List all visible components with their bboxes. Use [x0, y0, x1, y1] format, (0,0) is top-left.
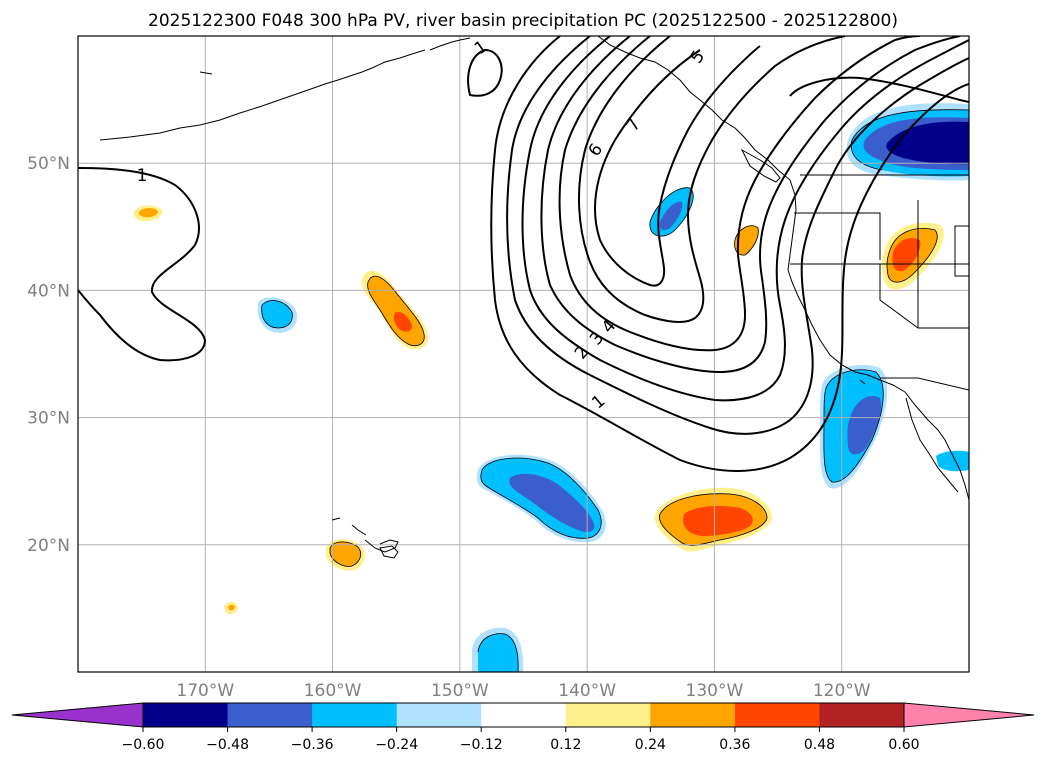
anomaly-gulf — [936, 450, 969, 472]
pv-contour-ne — [789, 76, 969, 103]
border-wa-or — [794, 212, 881, 260]
gridlines — [78, 36, 969, 672]
colorbar-tick-label: 0.12 — [550, 737, 581, 753]
y-tick-label: 30°N — [27, 409, 70, 429]
colorbar-tick-label: 0.60 — [888, 737, 919, 753]
y-axis-tick-labels: 20°N 30°N 40°N 50°N — [27, 154, 70, 556]
anomaly-165w-core — [261, 300, 293, 328]
plot-area: 1 1 1 2 3 4 5 6 7 — [77, 35, 970, 673]
colorbar-tick-label: −0.48 — [206, 737, 249, 753]
alaska-peninsula — [429, 37, 471, 51]
baja-peninsula — [904, 391, 969, 501]
pv-contours — [78, 36, 969, 472]
border-east — [954, 225, 969, 277]
colorbar-segment — [143, 703, 229, 727]
x-tick-label: 130°W — [686, 681, 744, 701]
chart-title: 2025122300 F048 300 hPa PV, river basin … — [148, 11, 898, 31]
anomaly-143w-core — [509, 473, 595, 532]
colorbar-tick-label: 0.48 — [804, 737, 835, 753]
pv-contour-6 — [578, 36, 846, 323]
colorbar — [11, 702, 1035, 728]
colorbar-segment — [734, 703, 820, 727]
vancouver-island — [740, 148, 781, 183]
anomaly-154w-core — [393, 311, 412, 332]
colorbar-tick-label: −0.36 — [291, 737, 334, 753]
pv-contour-7 — [594, 45, 761, 287]
x-tick-label: 120°W — [813, 681, 871, 701]
colorbar-segment — [396, 703, 482, 727]
plot-frame — [77, 35, 970, 673]
colorbar-segment — [819, 703, 905, 727]
anomaly-socal-core — [847, 396, 882, 455]
x-axis-tick-labels: 170°W 160°W 150°W 140°W 130°W 120°W — [176, 681, 870, 701]
colorbar-segment — [227, 703, 313, 727]
outline-154w — [367, 275, 425, 347]
border-az-mx — [880, 377, 969, 391]
y-tick-label: 40°N — [27, 281, 70, 301]
contour-label: 1 — [137, 166, 148, 186]
anomaly-hawaii-core — [330, 541, 361, 567]
plot-background — [78, 36, 969, 672]
colorbar-tick-label: −0.60 — [122, 737, 165, 753]
hawaii-big-island — [379, 545, 399, 559]
anomaly-outlines — [261, 109, 969, 672]
x-tick-label: 170°W — [176, 681, 234, 701]
colorbar-tick-labels: −0.60 −0.48 −0.36 −0.24 −0.12 0.12 0.24 0.36 0.4… — [122, 727, 920, 753]
pv-contour-2 — [506, 36, 969, 435]
outline-socal — [823, 369, 884, 483]
y-tick-label: 20°N — [27, 536, 70, 556]
aleutian-islands — [99, 49, 426, 141]
anomaly-130w-core — [683, 506, 753, 536]
colorbar-segment — [312, 703, 398, 727]
colorbar-segment — [565, 703, 651, 727]
y-tick-label: 50°N — [27, 154, 70, 174]
colorbar-frame — [142, 702, 905, 728]
pv-contour-gulf — [467, 48, 503, 97]
anomaly-168w-core — [228, 604, 235, 611]
anomaly-146w-core — [478, 633, 519, 672]
outline-130w — [658, 493, 768, 546]
colorbar-tick-label: −0.12 — [460, 737, 503, 753]
colorbar-extend-low — [11, 702, 144, 728]
precip-shading — [133, 103, 969, 672]
colorbar-segment — [481, 703, 567, 727]
border-ca-nv — [879, 264, 969, 329]
colorbar-tick-label: −0.24 — [375, 737, 418, 753]
pv-contour-4 — [540, 36, 961, 374]
anomaly-ncal — [734, 225, 759, 256]
outline-143w — [480, 457, 602, 539]
x-tick-label: 160°W — [304, 681, 362, 701]
baja-inner — [905, 397, 959, 493]
pv-contour-1-west — [78, 167, 207, 362]
colorbar-segment — [650, 703, 736, 727]
outline-hawaii — [329, 541, 362, 567]
x-tick-label: 140°W — [558, 681, 616, 701]
anomaly-oregon-core — [659, 201, 683, 230]
small-island-2 — [859, 379, 866, 385]
outline-ncal — [734, 225, 759, 256]
colorbar-tick-label: 0.36 — [719, 737, 750, 753]
colorbar-tick-label: 0.24 — [635, 737, 666, 753]
small-island-1 — [199, 71, 213, 75]
outline-146w — [477, 633, 519, 672]
pv-contour-3 — [521, 36, 969, 402]
colorbar-extend-high — [903, 702, 1035, 728]
x-tick-label: 150°W — [431, 681, 489, 701]
pv-contour-5 — [558, 36, 921, 352]
hawaii-islands — [331, 517, 399, 553]
anomaly-175w-core — [138, 208, 158, 218]
pv-contour-1-main — [490, 36, 969, 472]
anomaly-basin-core — [892, 238, 921, 272]
outline-165w — [261, 300, 293, 329]
